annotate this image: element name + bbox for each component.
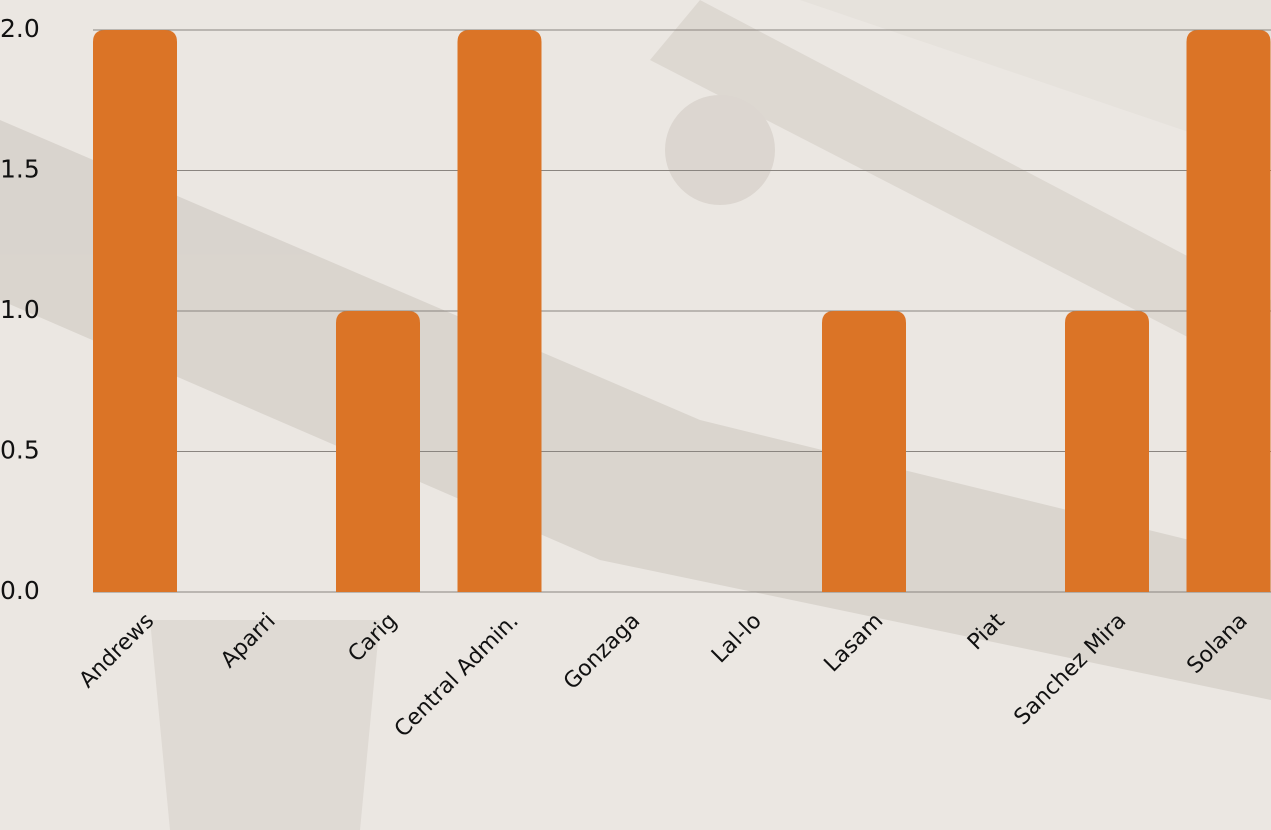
bar [1065,311,1149,592]
bar [822,311,906,592]
bar [336,311,420,592]
y-tick-label: 2.0 [0,14,40,43]
bar [93,30,177,592]
y-tick-label: 0.0 [0,576,40,605]
y-tick-label: 1.5 [0,155,40,184]
bar [457,30,542,592]
y-tick-label: 0.5 [0,436,40,465]
y-tick-label: 1.0 [0,295,40,324]
bar [1186,30,1271,592]
